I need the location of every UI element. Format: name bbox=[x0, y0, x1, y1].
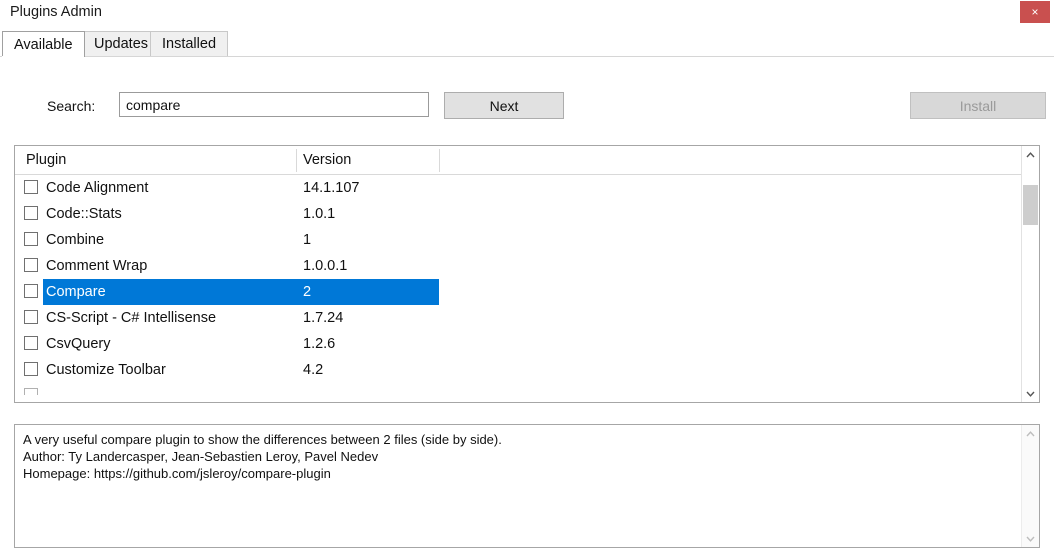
tab-updates[interactable]: Updates bbox=[82, 31, 161, 56]
plugin-name: Code Alignment bbox=[46, 180, 149, 196]
row-highlight bbox=[43, 279, 439, 305]
scroll-down-button[interactable] bbox=[1022, 385, 1039, 402]
search-input[interactable] bbox=[119, 92, 429, 117]
chevron-up-icon bbox=[1026, 430, 1035, 437]
table-row[interactable]: Comment Wrap 1.0.0.1 bbox=[15, 253, 1039, 279]
table-row[interactable]: CS-Script - C# Intellisense 1.7.24 bbox=[15, 305, 1039, 331]
close-icon: × bbox=[1031, 5, 1039, 19]
description-scrollbar[interactable] bbox=[1021, 425, 1039, 547]
table-row[interactable]: Customize Toolbar 4.2 bbox=[15, 357, 1039, 383]
scroll-up-button[interactable] bbox=[1022, 425, 1039, 442]
table-row[interactable]: Code::Stats 1.0.1 bbox=[15, 201, 1039, 227]
title-bar: Plugins Admin × bbox=[0, 0, 1054, 28]
close-button[interactable]: × bbox=[1020, 1, 1050, 23]
plugin-version: 1.0.0.1 bbox=[303, 258, 348, 274]
plugin-checkbox[interactable] bbox=[24, 232, 38, 246]
description-line: Author: Ty Landercasper, Jean-Sebastien … bbox=[23, 449, 379, 464]
scrollbar-track[interactable] bbox=[1022, 163, 1039, 385]
chevron-down-icon bbox=[1026, 536, 1035, 542]
plugin-checkbox[interactable] bbox=[24, 180, 38, 194]
plugin-name: Compare bbox=[46, 284, 106, 300]
table-row[interactable]: Combine 1 bbox=[15, 227, 1039, 253]
table-row[interactable]: CsvQuery 1.2.6 bbox=[15, 331, 1039, 357]
plugin-version: 1.7.24 bbox=[303, 310, 344, 326]
list-header: Plugin Version bbox=[15, 146, 1039, 175]
plugin-checkbox[interactable] bbox=[24, 310, 38, 324]
tab-active-connector bbox=[2, 56, 78, 57]
search-label: Search: bbox=[47, 98, 96, 114]
plugin-checkbox[interactable] bbox=[24, 336, 38, 350]
tab-installed[interactable]: Installed bbox=[150, 31, 229, 56]
next-button[interactable]: Next bbox=[444, 92, 564, 119]
table-row[interactable]: Code Alignment 14.1.107 bbox=[15, 175, 1039, 201]
plugin-name: CS-Script - C# Intellisense bbox=[46, 310, 217, 326]
plugin-name: Combine bbox=[46, 232, 105, 248]
plugin-version: 1 bbox=[303, 232, 312, 248]
plugin-version: 14.1.107 bbox=[303, 180, 360, 196]
plugin-name: Code::Stats bbox=[46, 206, 122, 222]
column-divider[interactable] bbox=[439, 149, 440, 172]
plugin-version: 1.2.6 bbox=[303, 336, 336, 352]
scroll-down-button[interactable] bbox=[1022, 530, 1039, 547]
plugin-checkbox[interactable] bbox=[24, 206, 38, 220]
plugin-list-rows: Code Alignment 14.1.107 Code::Stats 1.0.… bbox=[15, 175, 1039, 402]
plugin-checkbox[interactable] bbox=[24, 258, 38, 272]
tab-strip: Available Updates Installed bbox=[0, 31, 1054, 57]
scroll-up-button[interactable] bbox=[1022, 146, 1039, 163]
plugin-name: CsvQuery bbox=[46, 336, 111, 352]
plugin-checkbox[interactable] bbox=[24, 284, 38, 298]
plugin-checkbox[interactable] bbox=[24, 362, 38, 376]
table-row-partial[interactable] bbox=[15, 383, 1039, 395]
plugin-list-panel: Plugin Version Code Alignment 14.1.107 C… bbox=[14, 145, 1040, 403]
table-row-selected[interactable]: Compare 2 bbox=[15, 279, 1039, 305]
plugin-name: Comment Wrap bbox=[46, 258, 148, 274]
column-header-version[interactable]: Version bbox=[303, 152, 352, 168]
plugin-version: 4.2 bbox=[303, 362, 324, 378]
description-text: A very useful compare plugin to show the… bbox=[23, 431, 1013, 482]
column-divider[interactable] bbox=[296, 149, 297, 172]
tab-available[interactable]: Available bbox=[2, 31, 85, 57]
plugin-name: Customize Toolbar bbox=[46, 362, 166, 378]
plugin-version: 2 bbox=[303, 284, 312, 300]
chevron-down-icon bbox=[1026, 391, 1035, 397]
scrollbar-thumb[interactable] bbox=[1023, 185, 1038, 225]
description-panel: A very useful compare plugin to show the… bbox=[14, 424, 1040, 548]
install-button[interactable]: Install bbox=[910, 92, 1046, 119]
column-header-plugin[interactable]: Plugin bbox=[26, 152, 67, 168]
description-line: A very useful compare plugin to show the… bbox=[23, 432, 502, 447]
plugin-version: 1.0.1 bbox=[303, 206, 336, 222]
chevron-up-icon bbox=[1026, 151, 1035, 158]
plugin-checkbox[interactable] bbox=[24, 388, 38, 395]
window-title: Plugins Admin bbox=[10, 4, 102, 20]
tab-strip-underline bbox=[0, 56, 1054, 57]
description-line-homepage: Homepage: https://github.com/jsleroy/com… bbox=[23, 466, 331, 481]
list-scrollbar[interactable] bbox=[1021, 146, 1039, 402]
